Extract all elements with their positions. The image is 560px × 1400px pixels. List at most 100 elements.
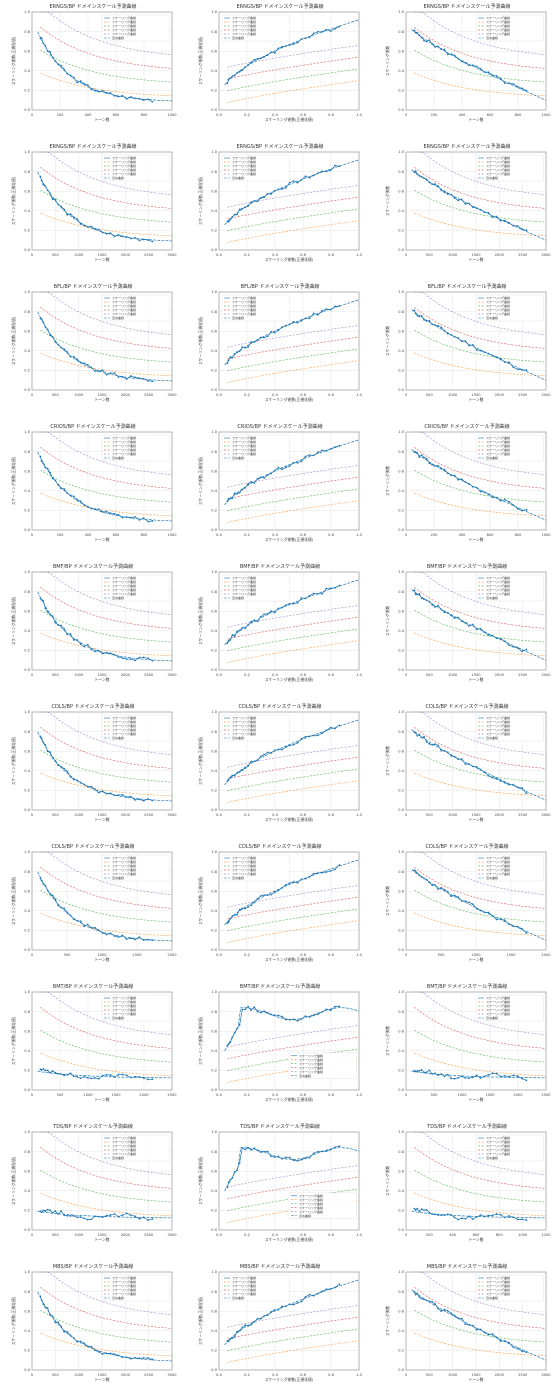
reference-curve-2 bbox=[414, 609, 547, 643]
chart-title: ERNGS/BP ドメインスケール予測曲線 bbox=[236, 143, 323, 150]
x-tick-label: 3000 bbox=[167, 1373, 177, 1377]
x-tick-label: 0.4 bbox=[272, 673, 278, 677]
legend-entry: スケーリング曲線 bbox=[486, 591, 510, 596]
reference-curve-4 bbox=[414, 571, 547, 616]
x-tick-label: 2500 bbox=[518, 253, 528, 257]
x-tick-label: 1000 bbox=[74, 393, 84, 397]
x-tick-label: 2500 bbox=[144, 673, 154, 677]
x-tick-label: 0.4 bbox=[272, 393, 278, 397]
legend-box bbox=[101, 714, 170, 742]
data-line bbox=[227, 1006, 340, 1046]
x-tick-label: 1000 bbox=[74, 813, 84, 817]
chart-title: CRIOS/BP ドメインスケール予測曲線 bbox=[237, 423, 322, 430]
legend-entry: スケーリング曲線 bbox=[486, 715, 510, 720]
legend-entry: スケーリング曲線 bbox=[232, 727, 256, 732]
reference-curve-1 bbox=[227, 920, 360, 943]
legend-box bbox=[101, 154, 170, 182]
legend-entry: スケーリング曲線 bbox=[112, 443, 136, 448]
y-tick-label: 0.4 bbox=[398, 1329, 404, 1333]
legend-entry: スケーリング曲線 bbox=[112, 311, 136, 316]
legend-entry: スケーリング曲線 bbox=[232, 163, 256, 168]
x-tick-label: 0.4 bbox=[272, 953, 278, 957]
reference-curve-2 bbox=[40, 329, 173, 363]
x-tick-label: 3000 bbox=[167, 1233, 177, 1237]
y-tick-label: 0.8 bbox=[24, 450, 30, 454]
y-tick-label: 0.6 bbox=[398, 889, 404, 893]
reference-curve-3 bbox=[227, 756, 360, 780]
y-tick-label: 0.8 bbox=[211, 1150, 217, 1154]
y-tick-label: 1.0 bbox=[211, 430, 217, 434]
chart-1: ERNGS/BP ドメインスケール予測曲線 0 200 400 600 800 1000 0.… bbox=[11, 3, 177, 122]
x-tick-label: 0 bbox=[405, 813, 408, 817]
x-tick-label: 0 bbox=[31, 533, 34, 537]
x-tick-label: 0.8 bbox=[328, 253, 334, 257]
legend-entry: スケーリング曲線 bbox=[232, 1283, 256, 1288]
y-tick-label: 0.8 bbox=[398, 590, 404, 594]
x-tick-label: 0 bbox=[31, 393, 34, 397]
x-tick-label: 0.0 bbox=[216, 253, 222, 257]
legend-entry: スケーリング曲線 bbox=[486, 15, 510, 20]
legend-entry: スケーリング曲線 bbox=[112, 855, 136, 860]
y-tick-label: 0.2 bbox=[398, 789, 404, 793]
x-tick-label: 3000 bbox=[541, 1373, 551, 1377]
x-tick-label: 2000 bbox=[121, 393, 131, 397]
legend-entry: スケーリング曲線 bbox=[232, 303, 256, 308]
legend-entry: スケーリング曲線 bbox=[299, 1061, 323, 1066]
legend-entry: 近似曲線 bbox=[232, 35, 244, 40]
chart-title: TDS/BP ドメインスケール予測曲線 bbox=[239, 1123, 320, 1130]
reference-curve-3 bbox=[227, 1036, 360, 1060]
legend-entry: スケーリング曲線 bbox=[112, 439, 136, 444]
legend: スケーリング曲線スケーリング曲線スケーリング曲線スケーリング曲線スケーリング曲線… bbox=[101, 1274, 170, 1302]
reference-curve-4 bbox=[414, 1271, 547, 1316]
legend-entry: スケーリング曲線 bbox=[486, 1007, 510, 1012]
y-tick-label: 0.6 bbox=[211, 889, 217, 893]
y-tick-label: 0.8 bbox=[398, 30, 404, 34]
x-tick-label: 1000 bbox=[448, 1373, 458, 1377]
reference-curve-3 bbox=[40, 1286, 173, 1329]
y-tick-label: 0.6 bbox=[24, 609, 30, 613]
legend-entry: スケーリング曲線 bbox=[112, 871, 136, 876]
y-axis-label: スケーリング係数 bbox=[385, 326, 390, 357]
legend-entry: スケーリング曲線 bbox=[112, 863, 136, 868]
legend-box bbox=[101, 994, 170, 1022]
legend-entry: スケーリング曲線 bbox=[112, 307, 136, 312]
y-tick-label: 0.6 bbox=[398, 749, 404, 753]
y-tick-label: 0.0 bbox=[211, 528, 217, 532]
legend-entry: スケーリング曲線 bbox=[299, 1193, 323, 1198]
x-tick-label: 400 bbox=[459, 113, 467, 117]
legend-box bbox=[221, 1274, 290, 1302]
chart-title: CDLS/BP ドメインスケール予測曲線 bbox=[52, 843, 135, 850]
legend-entry: スケーリング曲線 bbox=[232, 871, 256, 876]
x-tick-label: 0.4 bbox=[272, 1233, 278, 1237]
legend-entry: スケーリング曲線 bbox=[112, 19, 136, 24]
reference-curve-3 bbox=[227, 1316, 360, 1340]
y-tick-label: 0.4 bbox=[211, 1329, 217, 1333]
reference-curve-2 bbox=[414, 889, 547, 923]
x-tick-label: 0.6 bbox=[300, 533, 306, 537]
legend-entry: スケーリング曲線 bbox=[232, 447, 256, 452]
y-tick-label: 0.0 bbox=[398, 808, 404, 812]
legend-box bbox=[475, 294, 544, 322]
chart-18: CDLS/BP ドメインスケール予測曲線 0 500 1000 1500 2000 2500… bbox=[385, 703, 551, 822]
legend: スケーリング曲線スケーリング曲線スケーリング曲線スケーリング曲線スケーリング曲線… bbox=[475, 14, 544, 42]
y-axis-label: スケーリング係数(正規化値) bbox=[11, 316, 16, 365]
x-tick-label: 1.0 bbox=[356, 1373, 362, 1377]
y-tick-label: 0.6 bbox=[398, 469, 404, 473]
chart-26: TDS/BP ドメインスケール予測曲線 0.0 0.2 0.4 0.6 0.8 1.0 0.0… bbox=[198, 1123, 363, 1242]
x-tick-label: 0.6 bbox=[300, 393, 306, 397]
y-axis-label: スケーリング係数(正規化値) bbox=[198, 456, 203, 505]
reference-curve-3 bbox=[414, 1146, 547, 1189]
x-tick-label: 0.6 bbox=[300, 1233, 306, 1237]
y-tick-label: 0.6 bbox=[24, 1029, 30, 1033]
y-tick-label: 0.6 bbox=[211, 749, 217, 753]
legend-entry: スケーリング曲線 bbox=[486, 855, 510, 860]
legend-entry: スケーリング曲線 bbox=[112, 15, 136, 20]
legend: スケーリング曲線スケーリング曲線スケーリング曲線スケーリング曲線スケーリング曲線… bbox=[101, 854, 170, 882]
y-tick-label: 0.4 bbox=[211, 489, 217, 493]
legend-entry: スケーリング曲線 bbox=[486, 27, 510, 32]
chart-30: MBS/BP ドメインスケール予測曲線 0 500 1000 1500 2000 2500 3… bbox=[385, 1263, 551, 1382]
x-tick-label: 0 bbox=[405, 1373, 408, 1377]
y-tick-label: 0.6 bbox=[211, 189, 217, 193]
reference-curve-1 bbox=[227, 640, 360, 663]
